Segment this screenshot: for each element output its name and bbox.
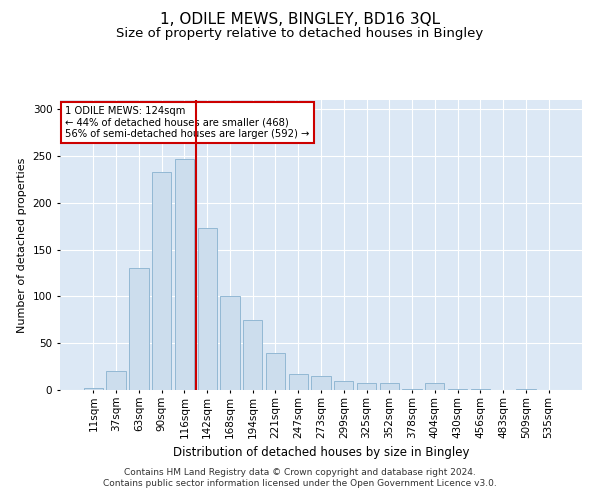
Text: Size of property relative to detached houses in Bingley: Size of property relative to detached ho… <box>116 28 484 40</box>
Bar <box>334 380 353 390</box>
Bar <box>84 388 103 390</box>
Bar <box>175 159 194 390</box>
Bar <box>470 389 490 390</box>
Y-axis label: Number of detached properties: Number of detached properties <box>17 158 27 332</box>
Bar <box>106 372 126 390</box>
Text: 1 ODILE MEWS: 124sqm
← 44% of detached houses are smaller (468)
56% of semi-deta: 1 ODILE MEWS: 124sqm ← 44% of detached h… <box>65 106 310 139</box>
Bar <box>220 296 239 390</box>
Bar <box>152 172 172 390</box>
Bar <box>243 320 262 390</box>
Text: 1, ODILE MEWS, BINGLEY, BD16 3QL: 1, ODILE MEWS, BINGLEY, BD16 3QL <box>160 12 440 28</box>
Bar <box>380 384 399 390</box>
Bar <box>197 228 217 390</box>
Bar <box>403 389 422 390</box>
X-axis label: Distribution of detached houses by size in Bingley: Distribution of detached houses by size … <box>173 446 469 459</box>
Bar <box>425 384 445 390</box>
Bar <box>311 376 331 390</box>
Bar <box>357 384 376 390</box>
Bar <box>516 389 536 390</box>
Bar <box>448 389 467 390</box>
Bar <box>289 374 308 390</box>
Bar <box>129 268 149 390</box>
Text: Contains HM Land Registry data © Crown copyright and database right 2024.
Contai: Contains HM Land Registry data © Crown c… <box>103 468 497 487</box>
Bar <box>266 352 285 390</box>
